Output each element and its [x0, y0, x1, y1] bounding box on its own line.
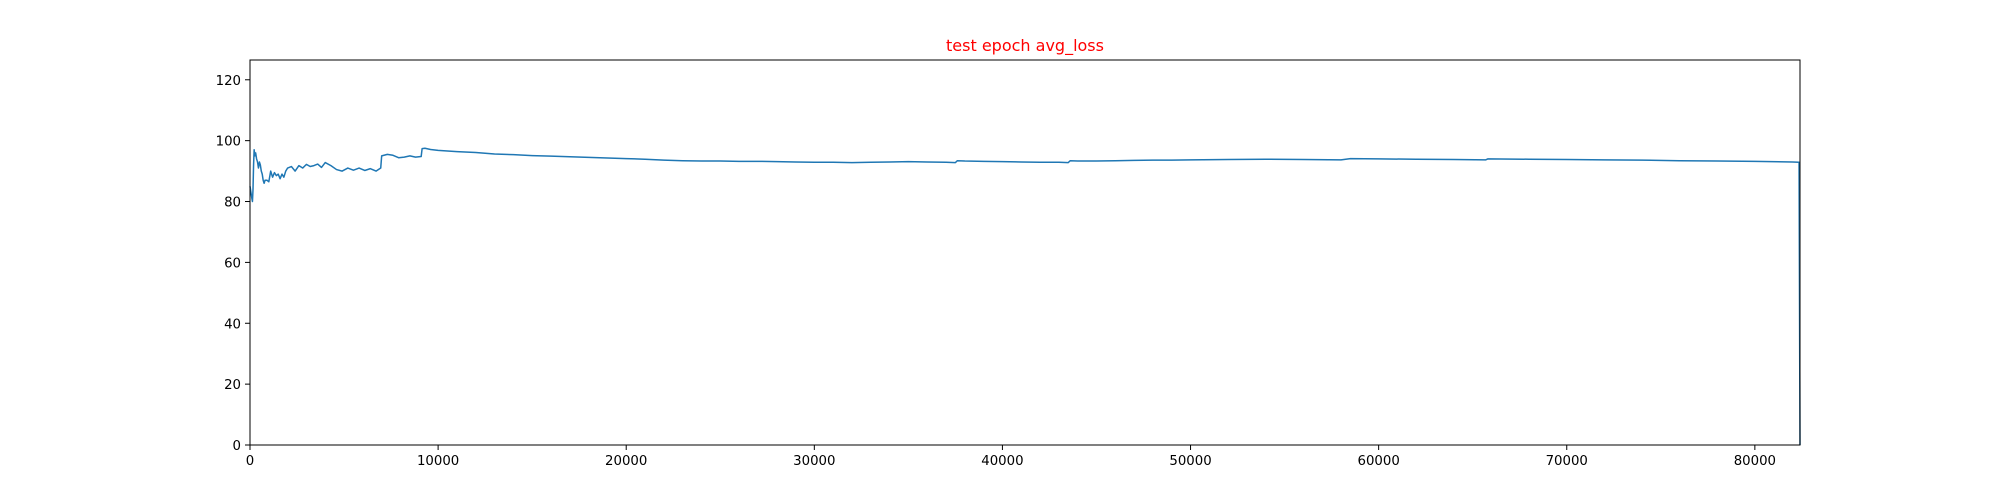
y-axis: 0 20 40 60 80 100 120	[216, 74, 250, 454]
chart-title: test epoch avg_loss	[946, 36, 1104, 56]
x-tick-label: 40000	[981, 454, 1023, 469]
y-tick-label: 120	[216, 74, 241, 89]
plot-frame	[249, 59, 1801, 446]
y-tick-label: 20	[224, 378, 241, 393]
x-axis: 0 10000 20000 30000 40000 50000 60000 70000 8000…	[246, 445, 1776, 469]
y-tick-label: 60	[224, 256, 241, 271]
x-tick-label: 20000	[605, 454, 647, 469]
x-tick-label: 30000	[793, 454, 835, 469]
x-tick-label: 50000	[1169, 454, 1211, 469]
series-line	[249, 147, 1801, 446]
y-tick-label: 40	[224, 317, 241, 332]
x-tick-label: 10000	[417, 454, 459, 469]
x-tick-label: 60000	[1357, 454, 1399, 469]
y-tick-label: 100	[216, 135, 241, 150]
x-tick-label: 80000	[1734, 454, 1776, 469]
x-tick-label: 70000	[1546, 454, 1588, 469]
y-tick-label: 0	[233, 439, 241, 454]
x-tick-label: 0	[246, 454, 254, 469]
plot-series	[249, 147, 1801, 446]
y-tick-label: 80	[224, 196, 241, 211]
